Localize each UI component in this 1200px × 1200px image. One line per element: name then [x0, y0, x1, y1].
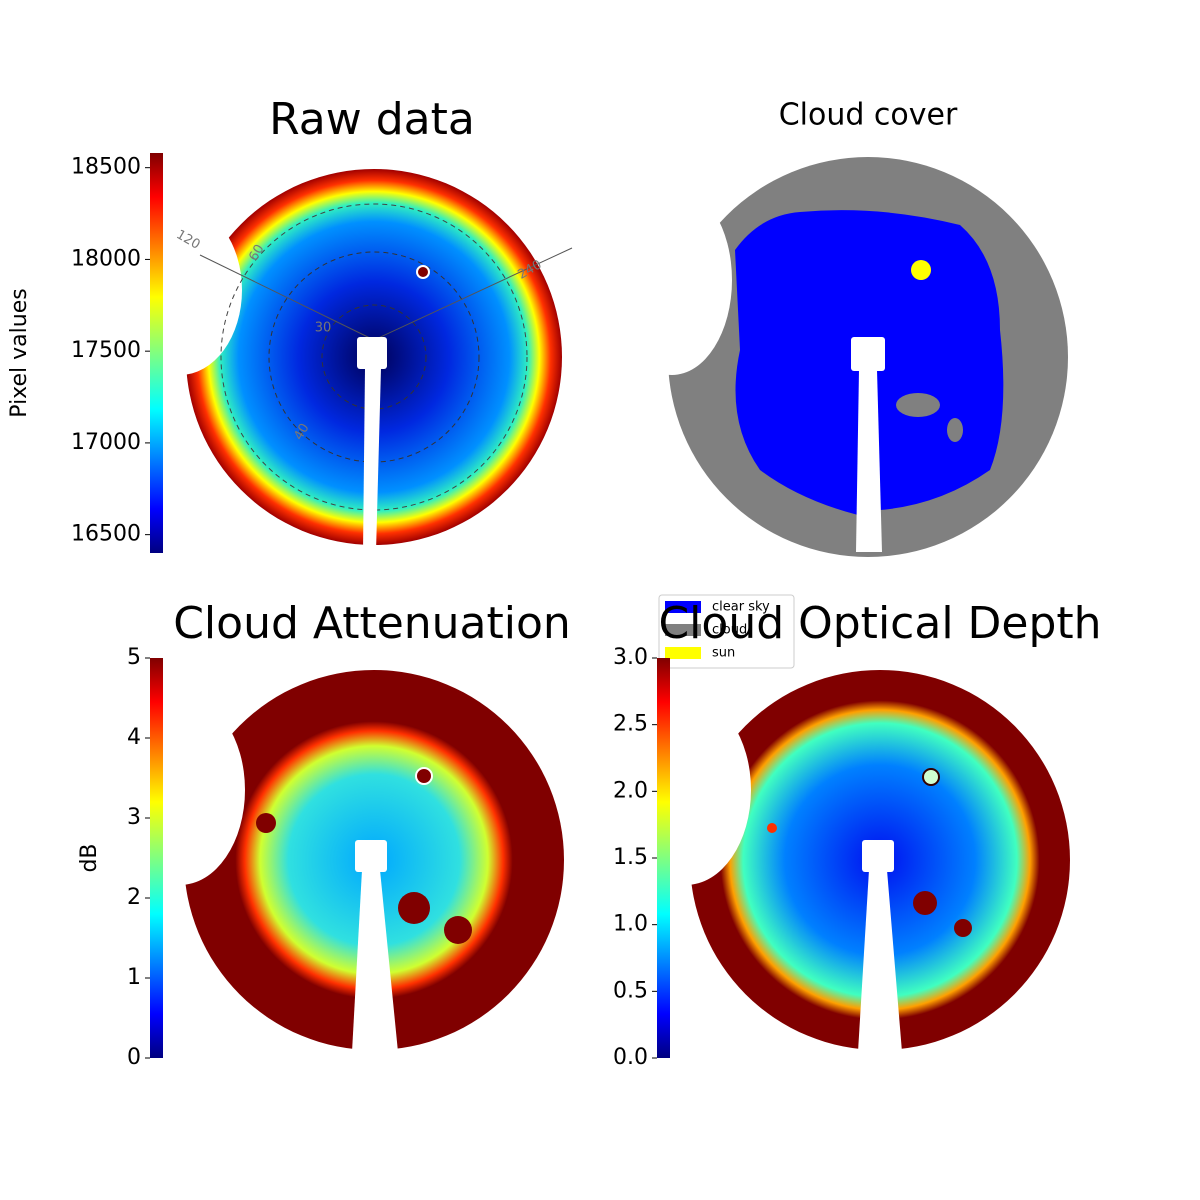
tick-label: 3.0 [613, 645, 648, 670]
legend-label: sun [712, 646, 735, 661]
tick-label: 1.5 [613, 845, 648, 870]
optical-depth-image [621, 670, 1070, 1052]
tick-label: 18500 [71, 155, 141, 180]
tick-label: 2 [127, 885, 141, 910]
tick-label: 2.0 [613, 778, 648, 803]
tick-label: 0 [127, 1045, 141, 1070]
polar-label: 30 [315, 321, 332, 336]
legend-label: cloud [712, 623, 747, 638]
tick-label: 17500 [71, 338, 141, 363]
panel-title: Cloud cover [779, 98, 958, 133]
colorbar [150, 658, 163, 1058]
panel-title: Cloud Optical Depth [658, 598, 1101, 649]
colorbar [657, 658, 670, 1058]
polar-label: 40 [291, 421, 312, 443]
tick-label: 5 [127, 645, 141, 670]
tick-label: 17000 [71, 430, 141, 455]
tick-label: 1.0 [613, 912, 648, 937]
legend-swatch [665, 647, 701, 659]
tick-label: 0.5 [613, 978, 648, 1003]
colorbar-label: dB [77, 843, 102, 872]
tick-label: 1 [127, 965, 141, 990]
tick-label: 0.0 [613, 1045, 648, 1070]
panel-title: Raw data [269, 94, 475, 145]
tick-label: 16500 [71, 522, 141, 547]
legend-swatch [665, 601, 701, 613]
tick-label: 3 [127, 805, 141, 830]
tick-label: 2.5 [613, 712, 648, 737]
tick-label: 4 [127, 725, 141, 750]
legend-swatch [665, 624, 701, 636]
raw-image [118, 169, 573, 552]
attenuation-image [115, 670, 564, 1052]
polar-label: 60 [246, 242, 267, 264]
cloud-cover-image [612, 157, 1068, 557]
legend-label: clear sky [712, 600, 770, 615]
colorbar-label: Pixel values [7, 288, 32, 417]
legend: clear sky cloud sun [658, 594, 795, 669]
panel-title: Cloud Attenuation [173, 598, 571, 649]
tick-label: 18000 [71, 246, 141, 271]
colorbar [150, 153, 163, 553]
